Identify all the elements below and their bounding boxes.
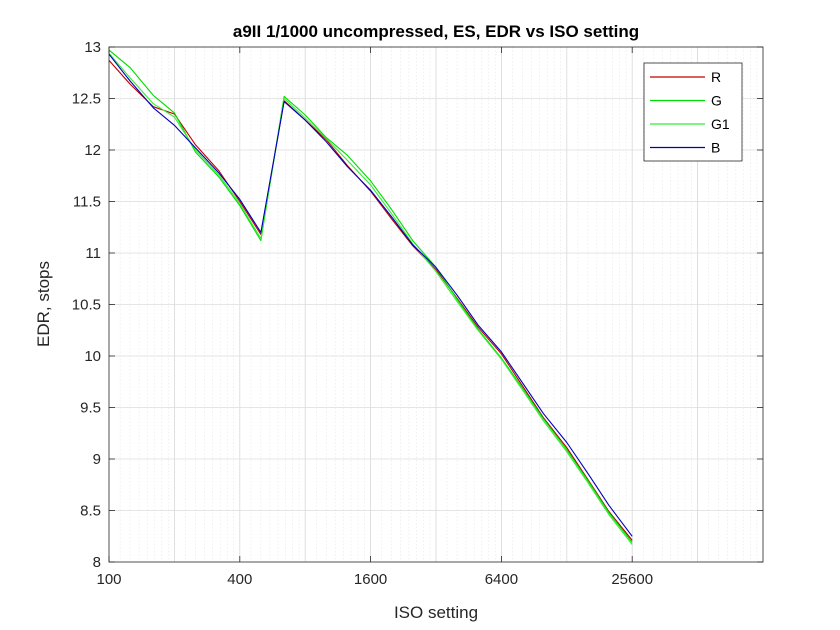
legend: RG G1 B — [643, 62, 743, 162]
y-tick-label: 10 — [84, 348, 101, 365]
y-tick-label: 9.5 — [80, 400, 101, 417]
x-tick-label: 25600 — [611, 571, 653, 588]
series-line-g1 — [108, 52, 633, 545]
y-axis-label: EDR, stops — [34, 261, 53, 347]
y-tick-label: 11.5 — [73, 194, 101, 211]
legend-label-r: R — [711, 69, 721, 85]
legend-label-g: G — [711, 93, 722, 109]
y-tick-label: 8.5 — [80, 503, 101, 520]
y-tick-label: 13 — [84, 39, 101, 56]
series-line-g — [108, 49, 633, 543]
y-tick-label: 9 — [93, 451, 101, 468]
x-tick-label: 100 — [96, 571, 121, 588]
y-tick-label: 12.5 — [72, 91, 101, 108]
y-tick-label: 10.5 — [72, 297, 101, 314]
x-tick-label: 6400 — [485, 571, 518, 588]
legend-label-g1: G1 — [711, 116, 730, 132]
x-tick-label: 400 — [227, 571, 252, 588]
y-tick-label: 8 — [93, 554, 101, 571]
axis-ticks: 8 8.5 9 9.5 10 10.5 11 11.5 12 12.5 13 100 400 1600 64… — [72, 39, 763, 588]
series-line-b — [108, 53, 633, 537]
y-tick-label: 11 — [85, 245, 101, 262]
y-tick-label: 12 — [84, 142, 101, 159]
x-axis-label: ISO setting — [394, 603, 478, 622]
x-tick-label: 1600 — [354, 571, 387, 588]
series-line-r — [108, 60, 633, 541]
legend-box — [643, 62, 743, 162]
chart-title: a9II 1/1000 uncompressed, ES, EDR vs ISO… — [233, 22, 639, 41]
series-lines — [108, 49, 633, 545]
legend-label-b: B — [711, 140, 720, 156]
